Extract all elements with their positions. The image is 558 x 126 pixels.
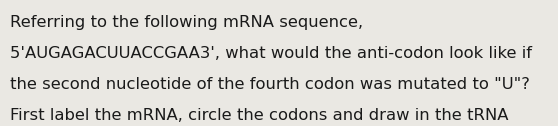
Text: 5'AUGAGACUUACCGAA3', what would the anti-codon look like if: 5'AUGAGACUUACCGAA3', what would the anti… bbox=[10, 46, 532, 61]
Text: the second nucleotide of the fourth codon was mutated to "U"?: the second nucleotide of the fourth codo… bbox=[10, 77, 530, 92]
Text: First label the mRNA, circle the codons and draw in the tRNA: First label the mRNA, circle the codons … bbox=[10, 108, 508, 123]
Text: Referring to the following mRNA sequence,: Referring to the following mRNA sequence… bbox=[10, 15, 363, 30]
